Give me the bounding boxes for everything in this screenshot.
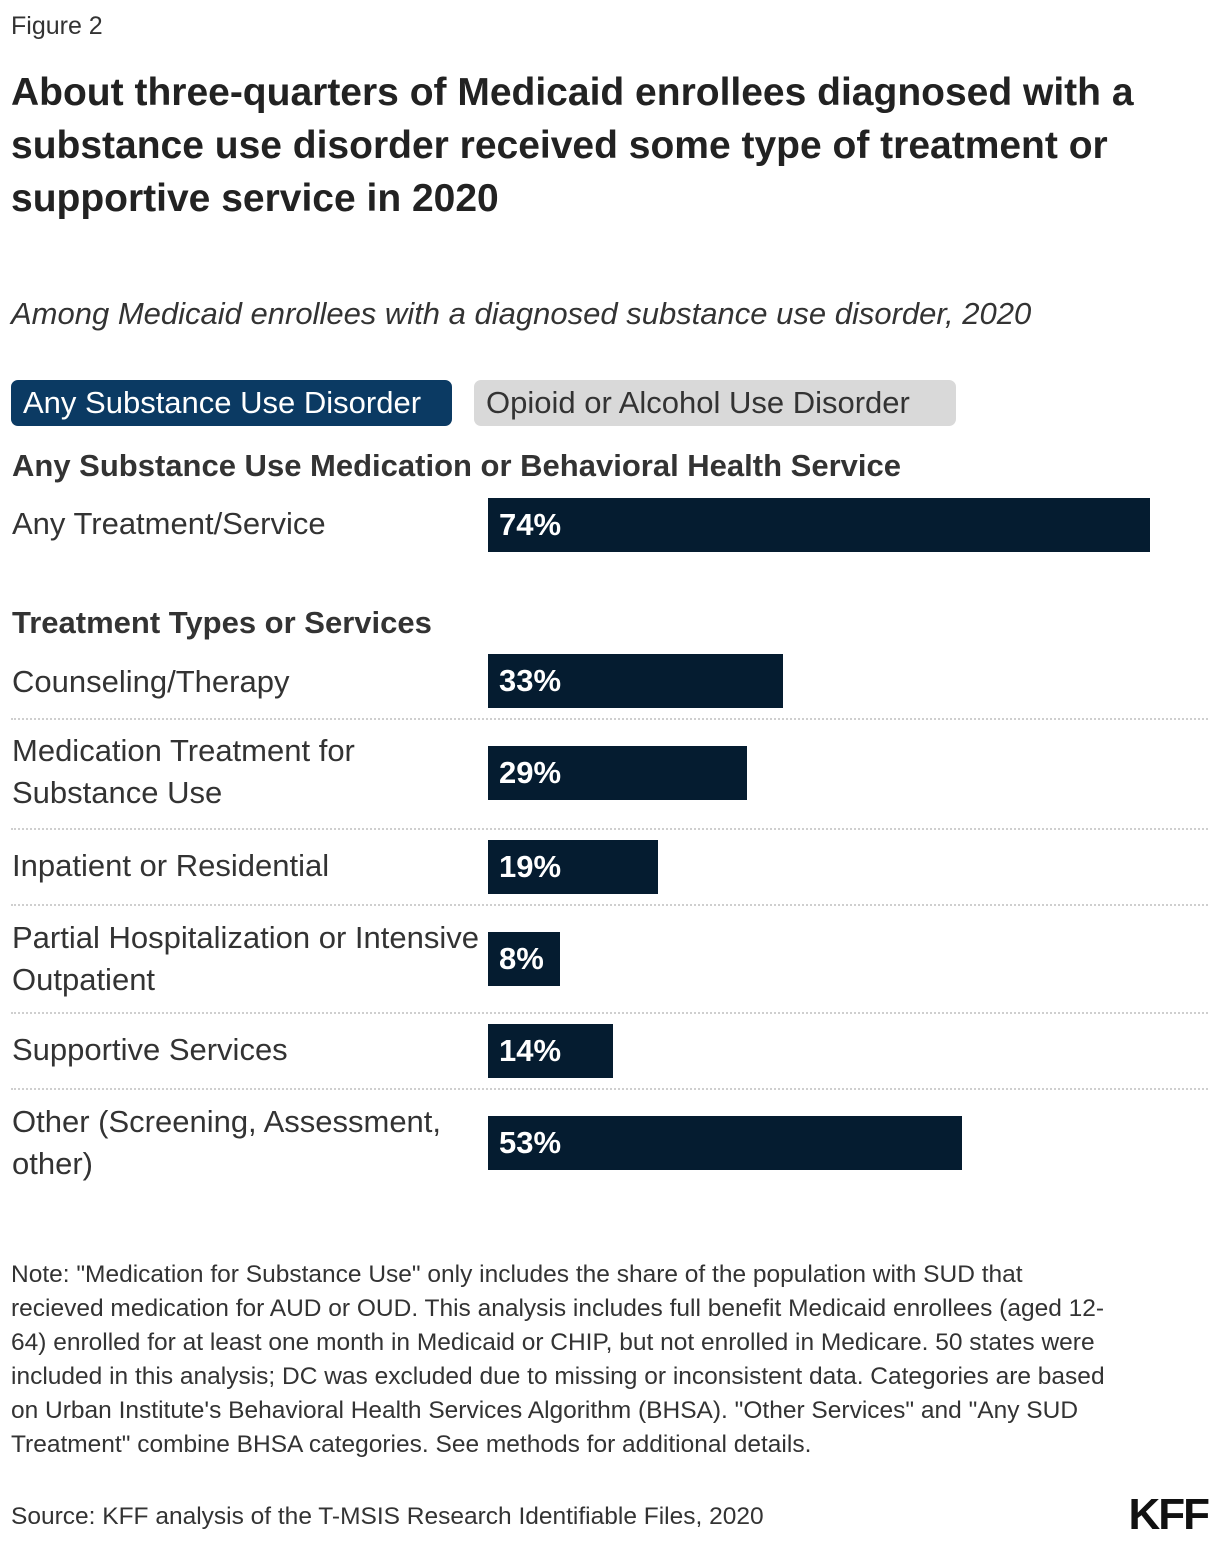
bar: 33% xyxy=(488,654,783,708)
bar-value-label: 33% xyxy=(499,663,562,698)
bar: 74% xyxy=(488,498,1150,552)
chart-note: Note: "Medication for Substance Use" onl… xyxy=(11,1261,1105,1458)
chart-title: About three-quarters of Medicaid enrolle… xyxy=(11,71,1134,220)
bar-value-label: 53% xyxy=(499,1125,562,1160)
bar: 19% xyxy=(488,840,658,894)
row-divider xyxy=(11,904,1208,906)
bar-value-label: 8% xyxy=(499,941,544,976)
row-divider xyxy=(11,828,1208,830)
bar: 53% xyxy=(488,1116,962,1170)
bar-value-label: 74% xyxy=(499,507,562,542)
bar-value-label: 29% xyxy=(499,755,562,790)
row-divider xyxy=(11,718,1208,720)
section-heading: Any Substance Use Medication or Behavior… xyxy=(12,448,901,483)
category-label: Supportive Services xyxy=(12,1032,288,1067)
tab-any-substance-use-disorder[interactable]: Any Substance Use Disorder xyxy=(11,380,452,426)
bar: 14% xyxy=(488,1024,613,1078)
bar-value-label: 14% xyxy=(499,1033,562,1068)
category-label: Counseling/Therapy xyxy=(12,664,290,699)
chart-subtitle: Among Medicaid enrollees with a diagnose… xyxy=(11,296,1032,331)
figure-label: Figure 2 xyxy=(11,12,103,40)
category-label: Medication Treatment for Substance Use xyxy=(12,733,355,810)
bar: 8% xyxy=(488,932,560,986)
chart-source: Source: KFF analysis of the T-MSIS Resea… xyxy=(11,1503,764,1530)
section-heading: Treatment Types or Services xyxy=(12,605,432,640)
bar-value-label: 19% xyxy=(499,849,562,884)
category-label: Other (Screening, Assessment, other) xyxy=(12,1104,442,1181)
row-divider xyxy=(11,1088,1208,1090)
category-label: Partial Hospitalization or Intensive Out… xyxy=(12,920,479,997)
bar: 29% xyxy=(488,746,747,800)
row-divider xyxy=(11,1012,1208,1014)
category-label: Inpatient or Residential xyxy=(12,848,330,883)
category-label: Any Treatment/Service xyxy=(12,506,326,541)
kff-logo: KFF xyxy=(1128,1490,1210,1539)
tab-opioid-or-alcohol-use-disorder[interactable]: Opioid or Alcohol Use Disorder xyxy=(474,380,956,426)
